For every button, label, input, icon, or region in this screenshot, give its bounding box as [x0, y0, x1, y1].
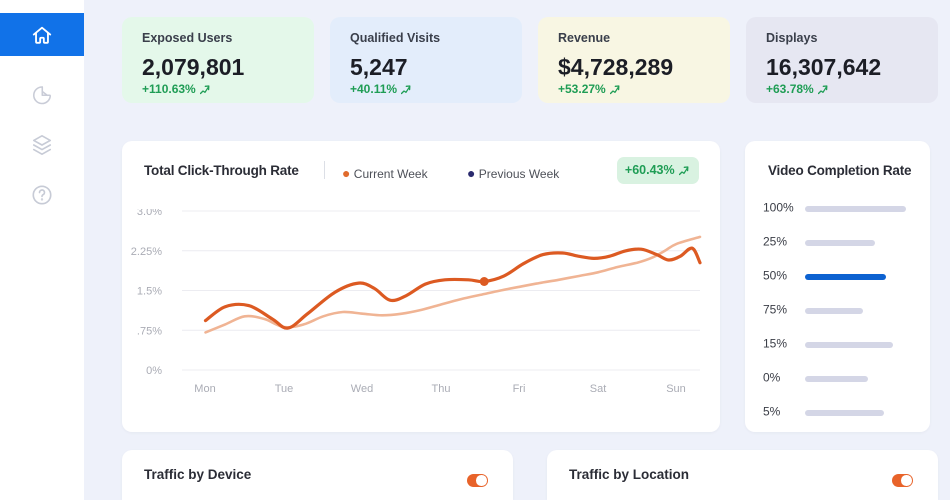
svg-text:50%: 50%: [763, 269, 787, 283]
svg-text:Sat: Sat: [590, 383, 607, 395]
svg-text:.75%: .75%: [137, 325, 162, 337]
svg-text:5%: 5%: [763, 405, 781, 419]
svg-text:Mon: Mon: [194, 383, 215, 395]
svg-text:0%: 0%: [146, 365, 162, 377]
svg-text:2.25%: 2.25%: [131, 246, 162, 258]
svg-text:Tue: Tue: [275, 383, 294, 395]
svg-text:3.0%: 3.0%: [137, 209, 162, 218]
svg-text:Fri: Fri: [513, 383, 526, 395]
svg-text:75%: 75%: [763, 303, 787, 317]
svg-text:Sun: Sun: [666, 383, 686, 395]
svg-text:Wed: Wed: [351, 383, 373, 395]
svg-text:0%: 0%: [763, 371, 781, 385]
svg-text:1.5%: 1.5%: [137, 286, 162, 298]
svg-text:15%: 15%: [763, 337, 787, 351]
svg-text:100%: 100%: [763, 201, 794, 215]
svg-text:Thu: Thu: [432, 383, 451, 395]
svg-text:25%: 25%: [763, 235, 787, 249]
